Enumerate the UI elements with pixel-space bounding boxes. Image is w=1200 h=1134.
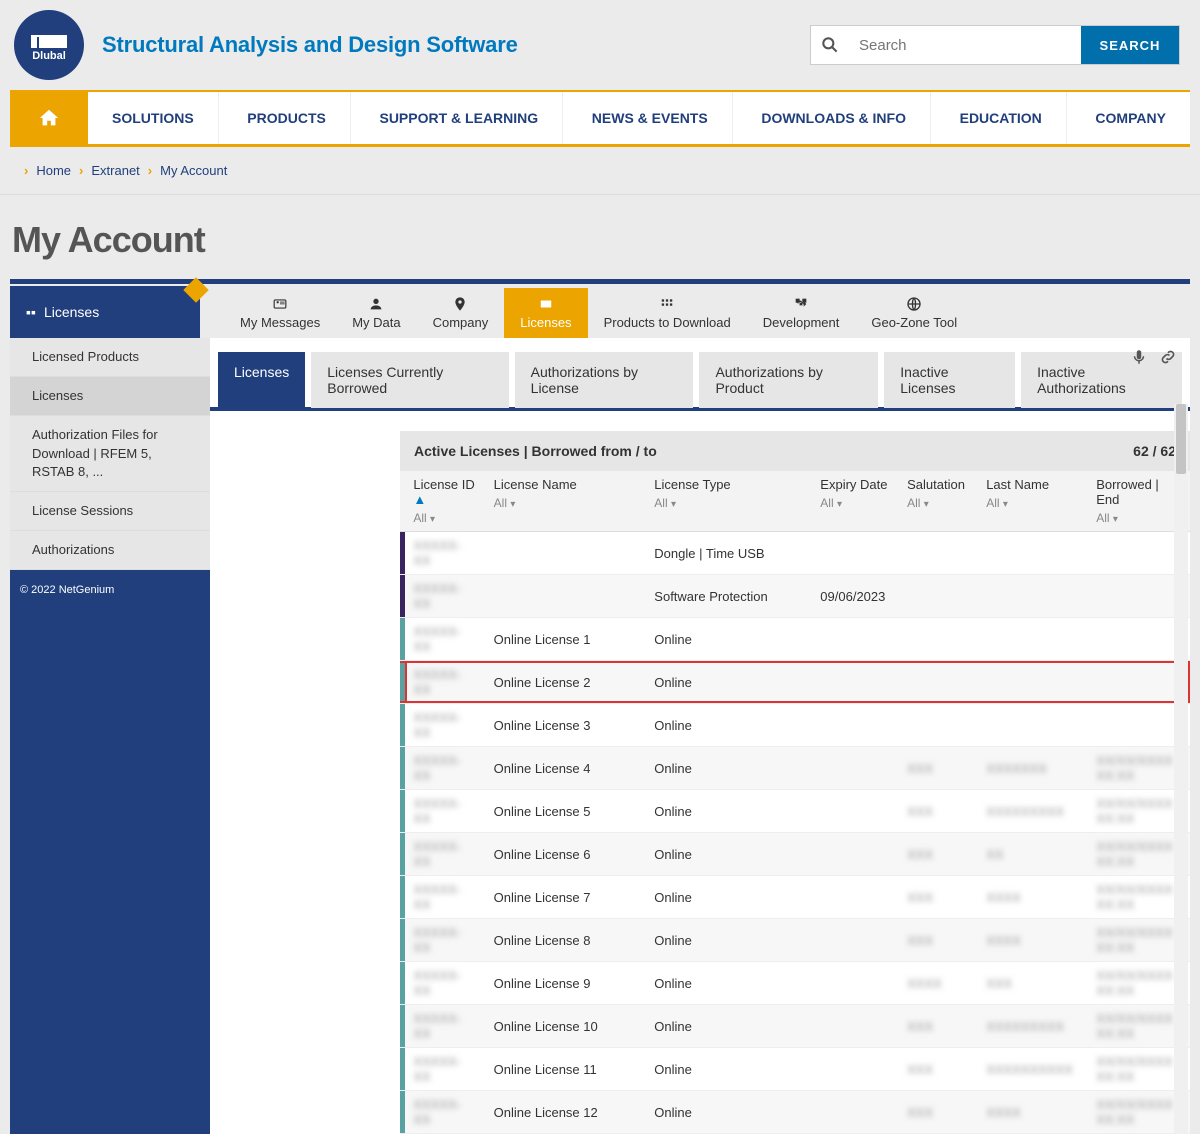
footer-copyright: © 2022 NetGenium <box>10 570 210 610</box>
col-license-type[interactable]: License TypeAll ▾ <box>646 471 812 532</box>
sidebar-item-licensed[interactable]: Licensed Products <box>10 338 210 377</box>
sidebar-item-licenses[interactable]: Licenses <box>10 377 210 416</box>
col-license-id[interactable]: License ID ▲All ▾ <box>405 471 485 532</box>
tab-licenses-main[interactable]: ▪▪Licenses <box>10 286 200 338</box>
sidebar-item-license[interactable]: License Sessions <box>10 492 210 531</box>
table-row[interactable]: XXXXX-XXOnline License 4OnlineXXXXXXXXXX… <box>400 747 1190 790</box>
table-row[interactable]: XXXXX-XXOnline License 5OnlineXXXXXXXXXX… <box>400 790 1190 833</box>
tab-development[interactable]: Development <box>747 288 856 338</box>
page-title: My Account <box>0 195 1200 279</box>
table-row[interactable]: XXXXX-XXOnline License 9OnlineXXXXXXXXX/… <box>400 962 1190 1005</box>
table-row[interactable]: XXXXX-XXDongle | Time USB <box>400 532 1190 575</box>
home-button[interactable] <box>10 92 88 144</box>
nav-solutions[interactable]: SOLUTIONS <box>88 92 219 144</box>
tab-company[interactable]: Company <box>417 288 505 338</box>
tab-licenses[interactable]: Licenses <box>504 288 587 338</box>
nav-products[interactable]: PRODUCTS <box>223 92 351 144</box>
tab-geo-zone-tool[interactable]: Geo-Zone Tool <box>855 288 973 338</box>
brand-tagline: Structural Analysis and Design Software <box>102 32 518 58</box>
nav-downloads-info[interactable]: DOWNLOADS & INFO <box>737 92 931 144</box>
sidebar-item-authorization[interactable]: Authorization Files for Download | RFEM … <box>10 416 210 492</box>
subtab-authorizations-by-license[interactable]: Authorizations by License <box>515 352 694 408</box>
licenses-table: License ID ▲All ▾License NameAll ▾Licens… <box>400 471 1190 1134</box>
sidebar: Licensed ProductsLicensesAuthorization F… <box>10 338 210 1134</box>
breadcrumb: ›Home›Extranet›My Account <box>0 147 1200 195</box>
scrollbar[interactable] <box>1174 404 1188 1134</box>
brand-logo[interactable]: Dlubal <box>14 10 84 80</box>
search-button[interactable]: SEARCH <box>1081 26 1179 64</box>
table-title: Active Licenses | Borrowed from / to <box>414 443 657 459</box>
nav-company[interactable]: COMPANY <box>1071 92 1190 144</box>
nav-support-learning[interactable]: SUPPORT & LEARNING <box>355 92 563 144</box>
col-expiry-date[interactable]: Expiry DateAll ▾ <box>812 471 899 532</box>
table-count: 62 / 62 <box>1133 443 1176 459</box>
main-nav: SOLUTIONSPRODUCTSSUPPORT & LEARNINGNEWS … <box>10 90 1190 147</box>
table-row[interactable]: XXXXX-XXOnline License 8OnlineXXXXXXXXX/… <box>400 919 1190 962</box>
col-license-name[interactable]: License NameAll ▾ <box>486 471 647 532</box>
breadcrumb-home[interactable]: Home <box>36 163 71 178</box>
table-row[interactable]: XXXXX-XXOnline License 3Online <box>400 704 1190 747</box>
search-box: SEARCH <box>810 25 1180 65</box>
table-row[interactable]: XXXXX-XXOnline License 6OnlineXXXXXXX/XX… <box>400 833 1190 876</box>
col-last-name[interactable]: Last NameAll ▾ <box>978 471 1088 532</box>
nav-education[interactable]: EDUCATION <box>936 92 1067 144</box>
subtab-licenses-currently-borrowed[interactable]: Licenses Currently Borrowed <box>311 352 508 408</box>
table-row[interactable]: XXXXX-XXOnline License 1Online <box>400 618 1190 661</box>
breadcrumb-my-account[interactable]: My Account <box>160 163 227 178</box>
breadcrumb-extranet[interactable]: Extranet <box>91 163 139 178</box>
subtab-authorizations-by-product[interactable]: Authorizations by Product <box>699 352 878 408</box>
table-row[interactable]: XXXXX-XXOnline License 2Online <box>400 661 1190 704</box>
table-row[interactable]: XXXXX-XXOnline License 11OnlineXXXXXXXXX… <box>400 1048 1190 1091</box>
tab-my-data[interactable]: My Data <box>336 288 416 338</box>
table-row[interactable]: XXXXX-XXOnline License 12OnlineXXXXXXXXX… <box>400 1091 1190 1134</box>
subtab-inactive-licenses[interactable]: Inactive Licenses <box>884 352 1015 408</box>
search-icon <box>811 26 849 64</box>
search-input[interactable] <box>849 26 1081 64</box>
content-pane: LicensesLicenses Currently BorrowedAutho… <box>210 338 1190 1134</box>
tab-products-to-download[interactable]: Products to Download <box>588 288 747 338</box>
brand-name: Dlubal <box>32 50 66 62</box>
table-row[interactable]: XXXXX-XXOnline License 10OnlineXXXXXXXXX… <box>400 1005 1190 1048</box>
mic-icon[interactable] <box>1130 348 1148 366</box>
link-icon[interactable] <box>1158 348 1178 366</box>
nav-news-events[interactable]: NEWS & EVENTS <box>568 92 733 144</box>
subtab-licenses[interactable]: Licenses <box>218 352 305 408</box>
col-salutation[interactable]: SalutationAll ▾ <box>899 471 978 532</box>
sidebar-item-authorizations[interactable]: Authorizations <box>10 531 210 570</box>
tab-my-messages[interactable]: My Messages <box>224 288 336 338</box>
table-row[interactable]: XXXXX-XXSoftware Protection09/06/2023 <box>400 575 1190 618</box>
table-row[interactable]: XXXXX-XXOnline License 7OnlineXXXXXXXXX/… <box>400 876 1190 919</box>
